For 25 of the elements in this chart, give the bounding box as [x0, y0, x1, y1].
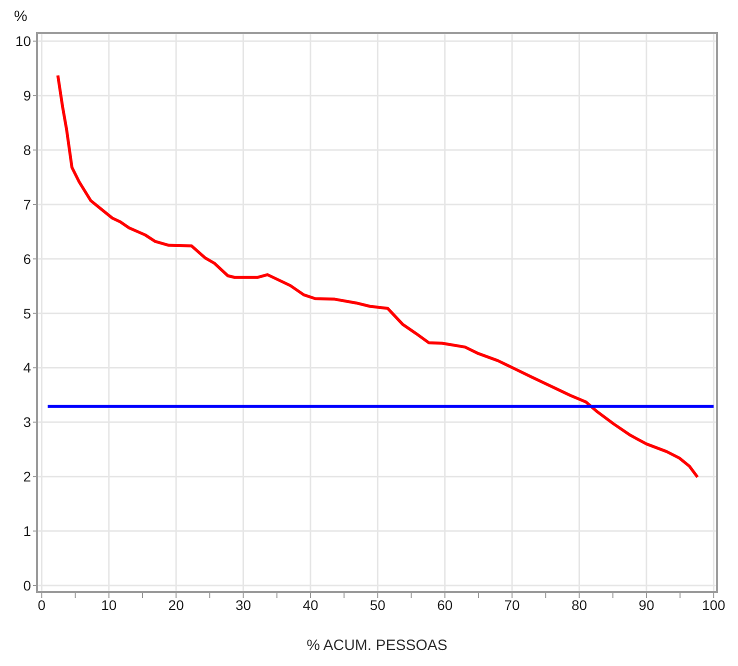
- x-tick-label: 60: [437, 596, 453, 613]
- x-axis-title: % ACUM. PESSOAS: [306, 637, 448, 654]
- x-tick-label: 50: [370, 596, 386, 613]
- y-tick-label: 3: [23, 414, 32, 430]
- line-series: [56, 74, 700, 479]
- x-tick-label: 20: [168, 596, 184, 613]
- y-tick-label: 10: [15, 33, 32, 50]
- y-tick-label: 1: [23, 523, 32, 540]
- x-tick-label: 100: [702, 596, 726, 613]
- x-tick-label: 90: [638, 596, 654, 613]
- y-tick-label: 8: [23, 142, 32, 158]
- x-tick-label: 0: [38, 596, 46, 613]
- y-tick-label: 4: [23, 360, 32, 376]
- y-tick-label: 5: [23, 305, 32, 322]
- y-tick-label: 7: [23, 196, 32, 212]
- y-tick-label: 2: [23, 468, 32, 485]
- y-tick-label: 6: [23, 250, 32, 267]
- x-tick-label: 80: [571, 596, 588, 613]
- y-tick-label: 0: [23, 577, 32, 594]
- x-tick-label: 30: [235, 596, 252, 613]
- y-axis-title: %: [14, 8, 28, 25]
- x-tick-label: 70: [504, 596, 520, 613]
- y-tick-label: 9: [23, 88, 32, 104]
- x-tick-label: 10: [101, 596, 117, 613]
- x-tick-label: 40: [302, 596, 318, 613]
